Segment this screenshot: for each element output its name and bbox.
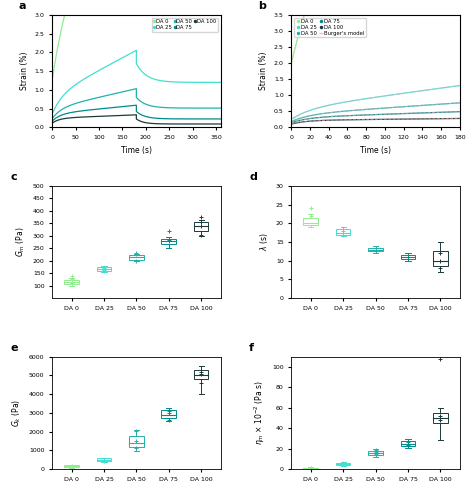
Bar: [129, 436, 144, 447]
X-axis label: Time (s): Time (s): [360, 146, 391, 155]
Bar: [368, 451, 383, 455]
Bar: [303, 218, 318, 225]
Text: d: d: [249, 172, 257, 182]
Bar: [433, 251, 447, 266]
Bar: [64, 280, 79, 284]
Bar: [64, 465, 79, 467]
Y-axis label: $G_k$ (Pa): $G_k$ (Pa): [11, 399, 23, 427]
Bar: [368, 248, 383, 251]
Y-axis label: $G_m$ (Pa): $G_m$ (Pa): [15, 227, 27, 257]
Y-axis label: Strain (%): Strain (%): [20, 52, 29, 90]
Bar: [129, 254, 144, 260]
Text: e: e: [10, 343, 18, 353]
Bar: [433, 413, 447, 423]
Bar: [162, 410, 176, 419]
Text: f: f: [249, 343, 254, 353]
Bar: [401, 255, 415, 259]
Bar: [194, 370, 209, 379]
Bar: [162, 239, 176, 244]
Bar: [97, 267, 111, 271]
X-axis label: Time (s): Time (s): [121, 146, 152, 155]
Bar: [336, 463, 350, 465]
Y-axis label: Strain (%): Strain (%): [259, 52, 268, 90]
Text: a: a: [18, 1, 26, 11]
Bar: [401, 442, 415, 446]
Y-axis label: $\eta_m$ × 10$^{-2}$ (Pa s): $\eta_m$ × 10$^{-2}$ (Pa s): [252, 380, 266, 445]
Legend: DA 0, DA 25, DA 50, DA 75, DA 100: DA 0, DA 25, DA 50, DA 75, DA 100: [152, 17, 218, 31]
Text: b: b: [258, 1, 265, 11]
Legend: DA 0, DA 25, DA 50, DA 75, DA 100, Burger's model: DA 0, DA 25, DA 50, DA 75, DA 100, Burge…: [294, 17, 366, 37]
Bar: [336, 229, 350, 235]
Bar: [97, 459, 111, 461]
Bar: [303, 468, 318, 469]
Y-axis label: $\lambda$ (s): $\lambda$ (s): [258, 233, 270, 251]
Bar: [194, 222, 209, 231]
Text: c: c: [10, 172, 17, 182]
